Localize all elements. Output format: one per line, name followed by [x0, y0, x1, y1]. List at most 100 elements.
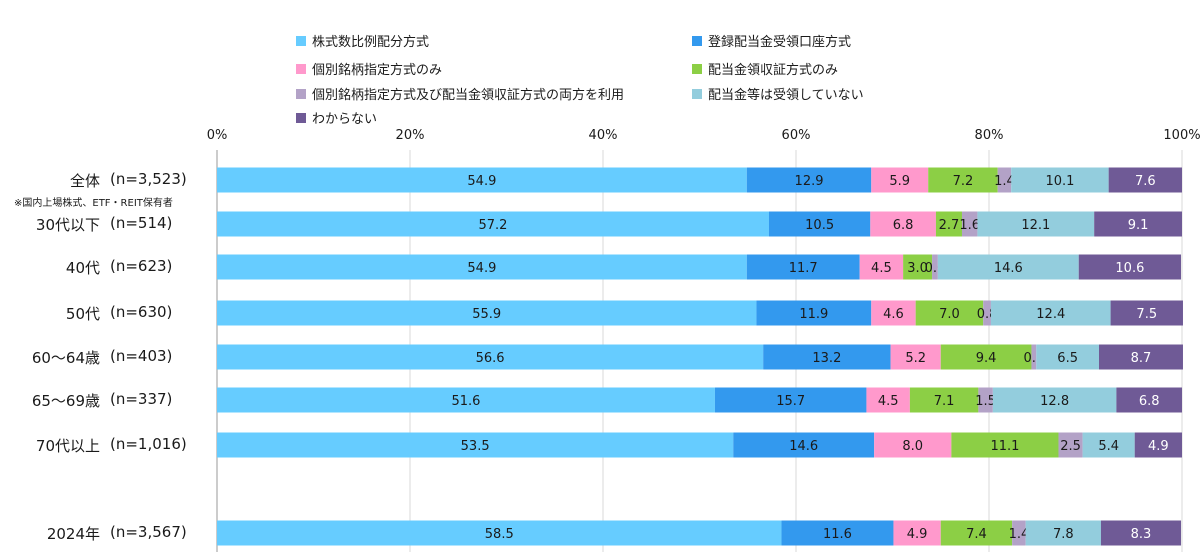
bar-segment [714, 387, 867, 413]
data-label: 1.4 [1009, 527, 1030, 542]
data-label: 7.1 [934, 394, 955, 409]
bar-segment [997, 167, 1012, 193]
bar-segment [859, 254, 904, 280]
row-group-label: 2024年 [46, 525, 100, 543]
bar-segment [928, 167, 998, 193]
bar-segment [756, 300, 872, 326]
legend-label: 登録配当金受領口座方式 [708, 35, 852, 50]
data-label: 57.2 [479, 218, 508, 233]
bar-segment [874, 432, 952, 458]
data-label: 8.3 [1131, 527, 1152, 542]
data-label: 11.9 [799, 307, 828, 322]
bar-segment [978, 387, 993, 413]
data-label: 5.4 [1098, 439, 1119, 454]
bar-segment [1011, 167, 1109, 193]
legend-item: 株式数比例配分方式 [296, 31, 429, 50]
row-label: 50代 (n=630) [0, 303, 200, 324]
bar-segment [961, 211, 978, 237]
legend-swatch [296, 35, 306, 46]
data-label: 6.8 [893, 218, 914, 233]
bar-segment [951, 432, 1059, 458]
bar-segment [871, 167, 929, 193]
bar-segment [870, 211, 936, 237]
data-label: 7.5 [1136, 307, 1157, 322]
data-label: 5.9 [889, 174, 910, 189]
legend-swatch [296, 112, 306, 123]
data-label: 5.2 [905, 351, 926, 366]
data-label: 58.5 [485, 527, 514, 542]
bar-segment [937, 254, 1079, 280]
legend-label: 個別銘柄指定方式のみ [312, 63, 443, 78]
bar-segment [932, 254, 938, 280]
bar-segment [1110, 300, 1183, 326]
bar-segment [992, 387, 1117, 413]
data-label: 1.4 [994, 174, 1015, 189]
data-label: 7.2 [953, 174, 974, 189]
data-label: 51.6 [451, 394, 480, 409]
data-label: 4.9 [907, 527, 928, 542]
bar-segment [1031, 344, 1037, 370]
data-label: 12.4 [1036, 307, 1065, 322]
bar-segment [1116, 387, 1182, 413]
data-label: 9.4 [976, 351, 997, 366]
row-n-label: (n=3,567) [110, 523, 187, 541]
row-group-label: 70代以上 [35, 437, 100, 455]
legend-item: 配当金領収証方式のみ [692, 59, 838, 78]
bar-segment [217, 387, 715, 413]
row-n-label: (n=3,523) [110, 170, 187, 188]
data-label: 54.9 [467, 174, 496, 189]
bar-segment [746, 254, 860, 280]
x-tick-label: 80% [975, 128, 1004, 143]
legend-item: 個別銘柄指定方式及び配当金領収証方式の両方を利用 [296, 84, 624, 103]
legend-swatch [296, 88, 306, 99]
bar-segment [763, 344, 891, 370]
row-n-label: (n=337) [110, 390, 173, 408]
bar-segment [1100, 520, 1182, 546]
bar-segment [217, 167, 747, 193]
bar-segment [983, 300, 991, 326]
row-group-label: 30代以下 [35, 216, 100, 234]
bar-segment [915, 300, 984, 326]
legend-label: 個別銘柄指定方式及び配当金領収証方式の両方を利用 [312, 88, 625, 103]
data-label: 9.1 [1128, 218, 1149, 233]
bar-segment [1108, 167, 1182, 193]
data-label: 8.7 [1131, 351, 1152, 366]
data-label: 12.9 [795, 174, 824, 189]
legend-label: 配当金領収証方式のみ [708, 63, 839, 78]
x-tick-label: 0% [207, 128, 228, 143]
data-label: 4.9 [1148, 439, 1169, 454]
row-label: 30代以下 (n=514) [0, 214, 200, 235]
data-label: 2.5 [1060, 439, 1081, 454]
row-n-label: (n=514) [110, 214, 173, 232]
bar-segment [866, 387, 910, 413]
x-tick-label: 100% [1163, 128, 1200, 143]
bar-segment [890, 344, 941, 370]
chart-legend: 株式数比例配分方式 登録配当金受領口座方式個別銘柄指定方式のみ 配当金領収証方式のみ… [0, 0, 1200, 130]
bar-segment [1078, 254, 1182, 280]
data-label: 8.0 [902, 439, 923, 454]
data-label: 1.5 [975, 394, 996, 409]
row-label: 全体 (n=3,523) [0, 170, 200, 191]
data-label: 1.6 [959, 218, 980, 233]
legend-swatch [692, 88, 702, 99]
x-tick-label: 40% [589, 128, 618, 143]
legend-swatch [692, 63, 702, 74]
row-note: ※国内上場株式、ETF・REIT保有者 [14, 198, 173, 209]
bar-segment [746, 167, 872, 193]
data-label: 11.6 [823, 527, 852, 542]
data-label: 14.6 [994, 261, 1023, 276]
bar-segment [1012, 520, 1026, 546]
row-group-label: 40代 [65, 259, 100, 277]
bar-segment [935, 211, 962, 237]
row-n-label: (n=623) [110, 257, 173, 275]
data-label: 7.4 [966, 527, 987, 542]
bar-segment [940, 344, 1032, 370]
bar-segment [217, 300, 757, 326]
data-label: 11.7 [789, 261, 818, 276]
legend-swatch [296, 63, 306, 74]
data-label: 10.1 [1045, 174, 1074, 189]
row-label: 70代以上 (n=1,016) [0, 435, 200, 456]
data-label: 6.8 [1139, 394, 1160, 409]
bar-segment [781, 520, 894, 546]
